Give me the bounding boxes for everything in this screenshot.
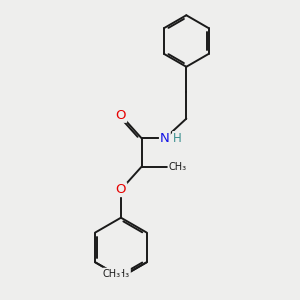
Text: CH₃: CH₃ [168, 161, 187, 172]
Text: H: H [173, 132, 182, 145]
Text: CH₃: CH₃ [103, 268, 121, 278]
Text: N: N [160, 132, 170, 145]
Text: CH₃: CH₃ [112, 268, 130, 278]
Text: O: O [116, 183, 126, 196]
Text: O: O [116, 109, 126, 122]
